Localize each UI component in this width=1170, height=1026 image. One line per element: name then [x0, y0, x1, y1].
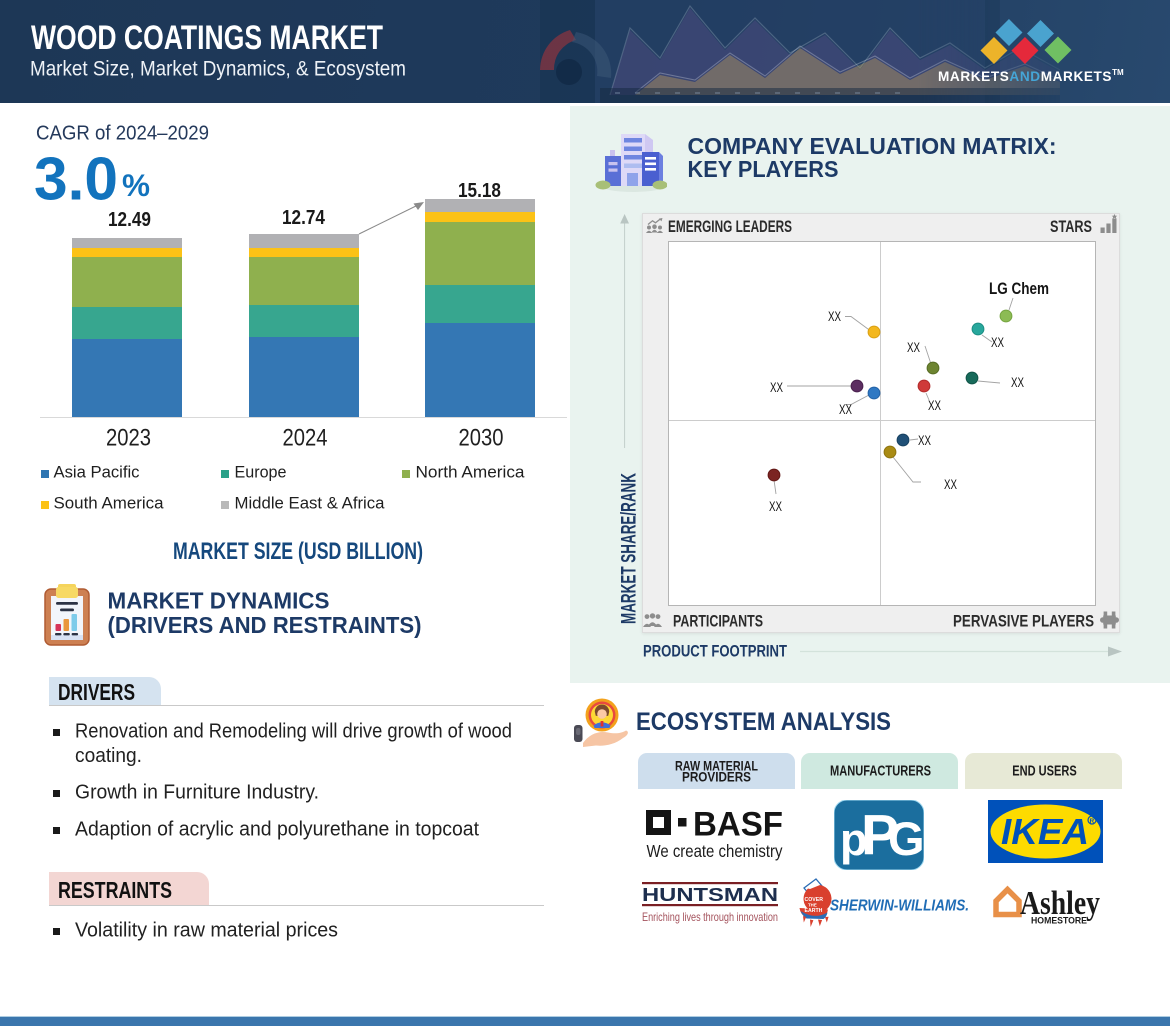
svg-text:P: P: [861, 803, 899, 867]
svg-text:XX: XX: [839, 401, 852, 417]
svg-text:EMERGING LEADERS: EMERGING LEADERS: [668, 217, 792, 236]
svg-text:RESTRAINTS: RESTRAINTS: [58, 877, 172, 903]
svg-text:PARTICIPANTS: PARTICIPANTS: [673, 612, 763, 631]
svg-text:Europe: Europe: [235, 464, 287, 482]
svg-text:BASF: BASF: [693, 809, 783, 844]
svg-text:DRIVERS: DRIVERS: [58, 679, 135, 705]
svg-text:MARKET SHARE/RANK: MARKET SHARE/RANK: [618, 473, 641, 624]
svg-text:STARS: STARS: [1050, 217, 1092, 236]
svg-text:Market Size, Market Dynamics,: Market Size, Market Dynamics, & Ecosyste…: [30, 57, 406, 81]
svg-text:XX: XX: [828, 308, 841, 324]
svg-text:2024: 2024: [283, 425, 328, 452]
svg-text:15.18: 15.18: [458, 179, 501, 202]
svg-text:COVER: COVER: [805, 897, 824, 903]
svg-text:Middle East & Africa: Middle East & Africa: [235, 495, 386, 513]
svg-text:We create chemistry: We create chemistry: [647, 841, 783, 861]
svg-text:RAW MATERIAL: RAW MATERIAL: [675, 759, 758, 774]
svg-text:EARTH: EARTH: [805, 908, 823, 914]
svg-text:CAGR of 2024–2029: CAGR of 2024–2029: [36, 123, 209, 145]
svg-text:THE: THE: [808, 903, 817, 908]
svg-text:3.0: 3.0: [34, 145, 118, 213]
svg-text:XX: XX: [991, 334, 1004, 350]
svg-text:Volatility in raw material pri: Volatility in raw material prices: [75, 920, 338, 942]
svg-text:XX: XX: [944, 476, 957, 492]
svg-text:R: R: [1090, 818, 1095, 825]
svg-text:MARKET DYNAMICS: MARKET DYNAMICS: [108, 588, 330, 614]
svg-text:HOMESTORE: HOMESTORE: [1031, 916, 1087, 926]
svg-text:XX: XX: [918, 432, 931, 448]
svg-text:COMPANY EVALUATION MATRIX:: COMPANY EVALUATION MATRIX:: [688, 133, 1057, 159]
svg-text:2030: 2030: [459, 425, 504, 452]
svg-text:South America: South America: [54, 495, 165, 513]
svg-text:PERVASIVE PLAYERS: PERVASIVE PLAYERS: [953, 612, 1094, 631]
svg-text:Enriching lives through innova: Enriching lives through innovation: [642, 910, 778, 924]
svg-text:PRODUCT FOOTPRINT: PRODUCT FOOTPRINT: [643, 643, 787, 661]
svg-text:SHERWIN-WILLIAMS.: SHERWIN-WILLIAMS.: [830, 898, 969, 915]
svg-text:12.49: 12.49: [108, 208, 151, 231]
svg-text:North America: North America: [416, 464, 526, 482]
svg-text:KEY PLAYERS: KEY PLAYERS: [688, 156, 839, 182]
svg-text:WOOD COATINGS MARKET: WOOD COATINGS MARKET: [31, 19, 383, 57]
svg-text:ECOSYSTEM ANALYSIS: ECOSYSTEM ANALYSIS: [636, 708, 891, 736]
svg-text:IKEA: IKEA: [1001, 811, 1089, 852]
svg-text:G: G: [888, 812, 924, 865]
svg-text:Renovation and Remodeling will: Renovation and Remodeling will drive gro…: [75, 721, 512, 743]
svg-text:Adaption of acrylic and polyur: Adaption of acrylic and polyurethane in …: [75, 819, 479, 841]
svg-text:%: %: [122, 167, 150, 203]
svg-text:MARKETSANDMARKETSTM: MARKETSANDMARKETSTM: [938, 68, 1124, 84]
svg-text:XX: XX: [928, 397, 941, 413]
svg-text:END USERS: END USERS: [1012, 763, 1077, 780]
svg-text:XX: XX: [1011, 374, 1024, 390]
svg-text:XX: XX: [769, 498, 782, 514]
svg-text:(DRIVERS AND RESTRAINTS): (DRIVERS AND RESTRAINTS): [108, 612, 422, 638]
svg-text:12.74: 12.74: [282, 206, 325, 229]
svg-text:Ashley: Ashley: [1020, 885, 1100, 922]
svg-text:XX: XX: [907, 339, 920, 355]
svg-text:HUNTSMAN: HUNTSMAN: [642, 885, 778, 905]
svg-text:LG Chem: LG Chem: [989, 280, 1049, 298]
svg-text:Growth in Furniture Industry.: Growth in Furniture Industry.: [75, 782, 319, 804]
svg-text:Asia Pacific: Asia Pacific: [54, 464, 140, 482]
svg-text:XX: XX: [770, 379, 783, 395]
svg-text:MARKET SIZE (USD BILLION): MARKET SIZE (USD BILLION): [173, 538, 423, 565]
svg-text:coating.: coating.: [75, 745, 142, 767]
svg-text:2023: 2023: [106, 425, 151, 452]
svg-text:p: p: [840, 814, 868, 865]
svg-text:PROVIDERS: PROVIDERS: [682, 770, 751, 785]
svg-text:MANUFACTURERS: MANUFACTURERS: [830, 763, 931, 780]
